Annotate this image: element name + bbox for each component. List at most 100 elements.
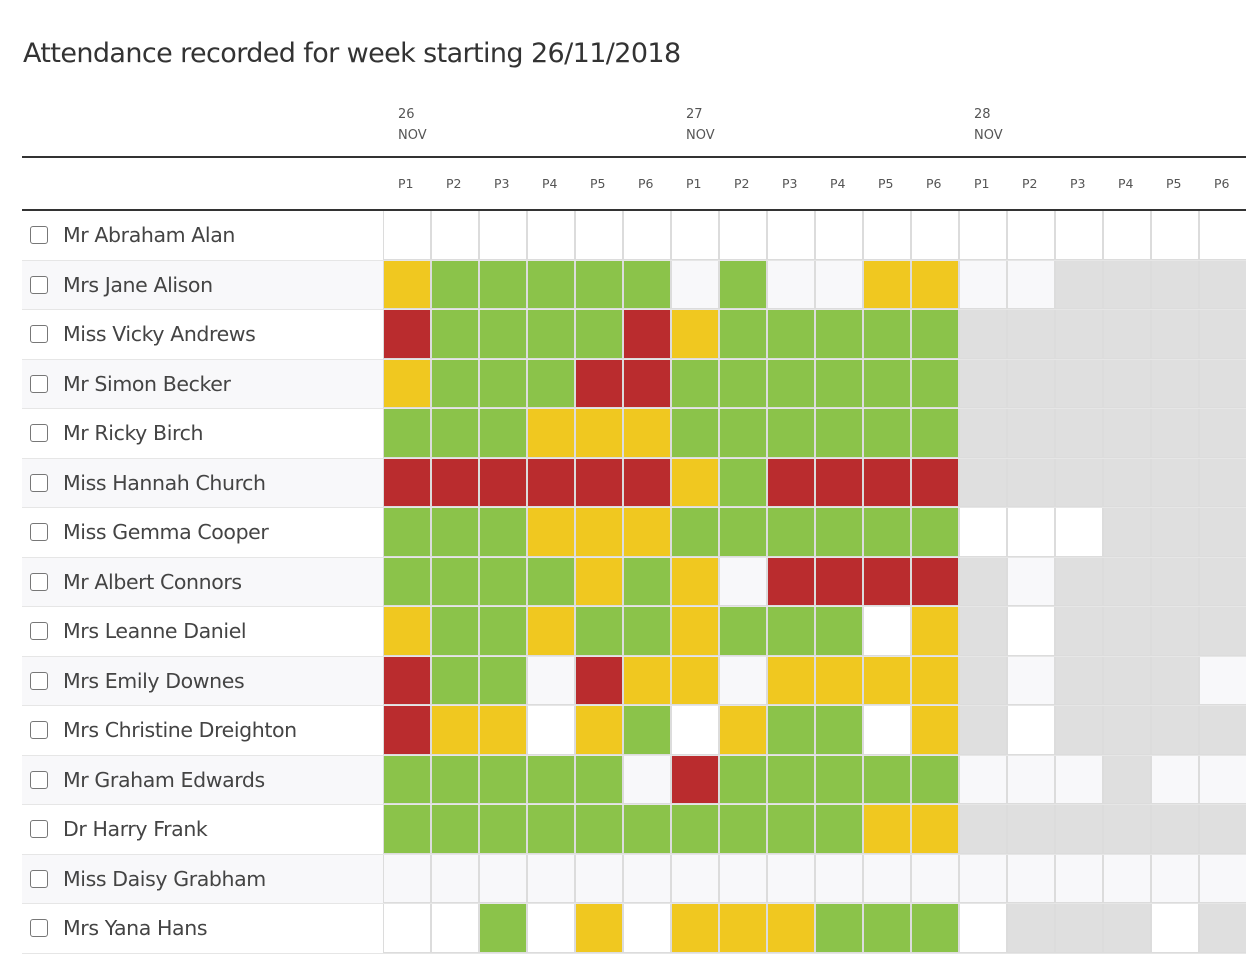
- attendance-cell-absent[interactable]: [479, 458, 527, 507]
- attendance-cell-absent[interactable]: [575, 458, 623, 507]
- attendance-cell-absent[interactable]: [383, 310, 431, 359]
- attendance-cell-present[interactable]: [671, 805, 719, 854]
- attendance-cell-present[interactable]: [431, 260, 479, 309]
- attendance-cell-no-session[interactable]: [1199, 706, 1246, 755]
- attendance-cell-present[interactable]: [815, 904, 863, 953]
- attendance-cell-present[interactable]: [479, 607, 527, 656]
- attendance-cell-not-recorded[interactable]: [815, 260, 863, 309]
- attendance-cell-no-session[interactable]: [1151, 656, 1199, 705]
- attendance-cell-no-session[interactable]: [1007, 409, 1055, 458]
- attendance-cell-present[interactable]: [623, 557, 671, 606]
- attendance-cell-present[interactable]: [479, 310, 527, 359]
- select-checkbox[interactable]: [30, 721, 48, 740]
- attendance-cell-not-recorded[interactable]: [671, 706, 719, 755]
- attendance-cell-present[interactable]: [719, 805, 767, 854]
- attendance-cell-present[interactable]: [719, 310, 767, 359]
- attendance-cell-not-recorded[interactable]: [863, 211, 911, 260]
- attendance-cell-present[interactable]: [671, 359, 719, 408]
- attendance-cell-no-session[interactable]: [1199, 409, 1246, 458]
- attendance-cell-present[interactable]: [383, 557, 431, 606]
- attendance-cell-not-recorded[interactable]: [719, 557, 767, 606]
- attendance-cell-absent[interactable]: [383, 706, 431, 755]
- attendance-cell-late[interactable]: [527, 607, 575, 656]
- attendance-cell-present[interactable]: [431, 508, 479, 557]
- attendance-cell-late[interactable]: [911, 260, 959, 309]
- attendance-cell-no-session[interactable]: [1055, 458, 1103, 507]
- attendance-cell-no-session[interactable]: [1103, 359, 1151, 408]
- attendance-cell-no-session[interactable]: [959, 656, 1007, 705]
- attendance-cell-not-recorded[interactable]: [1199, 211, 1246, 260]
- attendance-cell-present[interactable]: [767, 805, 815, 854]
- attendance-cell-late[interactable]: [911, 706, 959, 755]
- attendance-cell-late[interactable]: [911, 607, 959, 656]
- attendance-cell-present[interactable]: [719, 755, 767, 804]
- attendance-cell-present[interactable]: [575, 805, 623, 854]
- attendance-cell-not-recorded[interactable]: [527, 854, 575, 903]
- attendance-cell-present[interactable]: [479, 409, 527, 458]
- select-checkbox[interactable]: [30, 820, 48, 839]
- attendance-cell-not-recorded[interactable]: [1199, 755, 1246, 804]
- attendance-cell-present[interactable]: [431, 805, 479, 854]
- attendance-cell-no-session[interactable]: [1055, 904, 1103, 953]
- attendance-cell-not-recorded[interactable]: [1007, 508, 1055, 557]
- attendance-cell-present[interactable]: [479, 656, 527, 705]
- attendance-cell-not-recorded[interactable]: [527, 656, 575, 705]
- attendance-cell-no-session[interactable]: [1103, 260, 1151, 309]
- attendance-cell-present[interactable]: [479, 557, 527, 606]
- attendance-cell-not-recorded[interactable]: [959, 904, 1007, 953]
- select-checkbox[interactable]: [30, 523, 48, 542]
- attendance-cell-absent[interactable]: [623, 458, 671, 507]
- attendance-cell-absent[interactable]: [863, 458, 911, 507]
- attendance-cell-no-session[interactable]: [1055, 706, 1103, 755]
- attendance-cell-present[interactable]: [863, 755, 911, 804]
- attendance-cell-no-session[interactable]: [1007, 359, 1055, 408]
- attendance-cell-late[interactable]: [383, 260, 431, 309]
- attendance-cell-present[interactable]: [527, 557, 575, 606]
- attendance-cell-present[interactable]: [575, 310, 623, 359]
- attendance-cell-no-session[interactable]: [1103, 607, 1151, 656]
- attendance-cell-late[interactable]: [383, 607, 431, 656]
- attendance-cell-late[interactable]: [671, 607, 719, 656]
- attendance-cell-late[interactable]: [575, 706, 623, 755]
- attendance-cell-not-recorded[interactable]: [863, 706, 911, 755]
- attendance-cell-no-session[interactable]: [1055, 310, 1103, 359]
- attendance-cell-not-recorded[interactable]: [1199, 854, 1246, 903]
- attendance-cell-not-recorded[interactable]: [479, 854, 527, 903]
- select-checkbox[interactable]: [30, 325, 48, 344]
- attendance-cell-present[interactable]: [431, 359, 479, 408]
- attendance-cell-not-recorded[interactable]: [1007, 557, 1055, 606]
- attendance-cell-not-recorded[interactable]: [959, 508, 1007, 557]
- attendance-cell-present[interactable]: [479, 359, 527, 408]
- attendance-cell-late[interactable]: [431, 706, 479, 755]
- attendance-cell-not-recorded[interactable]: [959, 854, 1007, 903]
- attendance-cell-not-recorded[interactable]: [1055, 211, 1103, 260]
- attendance-cell-present[interactable]: [815, 409, 863, 458]
- attendance-cell-late[interactable]: [575, 409, 623, 458]
- attendance-cell-present[interactable]: [863, 359, 911, 408]
- attendance-cell-not-recorded[interactable]: [623, 755, 671, 804]
- attendance-cell-not-recorded[interactable]: [1055, 854, 1103, 903]
- attendance-cell-present[interactable]: [767, 755, 815, 804]
- attendance-cell-no-session[interactable]: [1151, 409, 1199, 458]
- attendance-cell-no-session[interactable]: [1103, 409, 1151, 458]
- select-checkbox[interactable]: [30, 275, 48, 294]
- attendance-cell-late[interactable]: [623, 409, 671, 458]
- attendance-cell-present[interactable]: [383, 409, 431, 458]
- attendance-cell-late[interactable]: [911, 656, 959, 705]
- select-checkbox[interactable]: [30, 770, 48, 789]
- attendance-cell-no-session[interactable]: [1103, 706, 1151, 755]
- attendance-cell-not-recorded[interactable]: [1151, 755, 1199, 804]
- attendance-cell-present[interactable]: [863, 508, 911, 557]
- attendance-cell-present[interactable]: [767, 607, 815, 656]
- attendance-cell-not-recorded[interactable]: [1007, 706, 1055, 755]
- attendance-cell-not-recorded[interactable]: [1151, 211, 1199, 260]
- attendance-cell-not-recorded[interactable]: [1007, 755, 1055, 804]
- attendance-cell-present[interactable]: [431, 557, 479, 606]
- attendance-cell-absent[interactable]: [383, 458, 431, 507]
- attendance-cell-not-recorded[interactable]: [431, 854, 479, 903]
- attendance-cell-no-session[interactable]: [1007, 805, 1055, 854]
- attendance-cell-no-session[interactable]: [1103, 904, 1151, 953]
- attendance-cell-not-recorded[interactable]: [719, 211, 767, 260]
- attendance-cell-present[interactable]: [383, 805, 431, 854]
- attendance-cell-present[interactable]: [767, 409, 815, 458]
